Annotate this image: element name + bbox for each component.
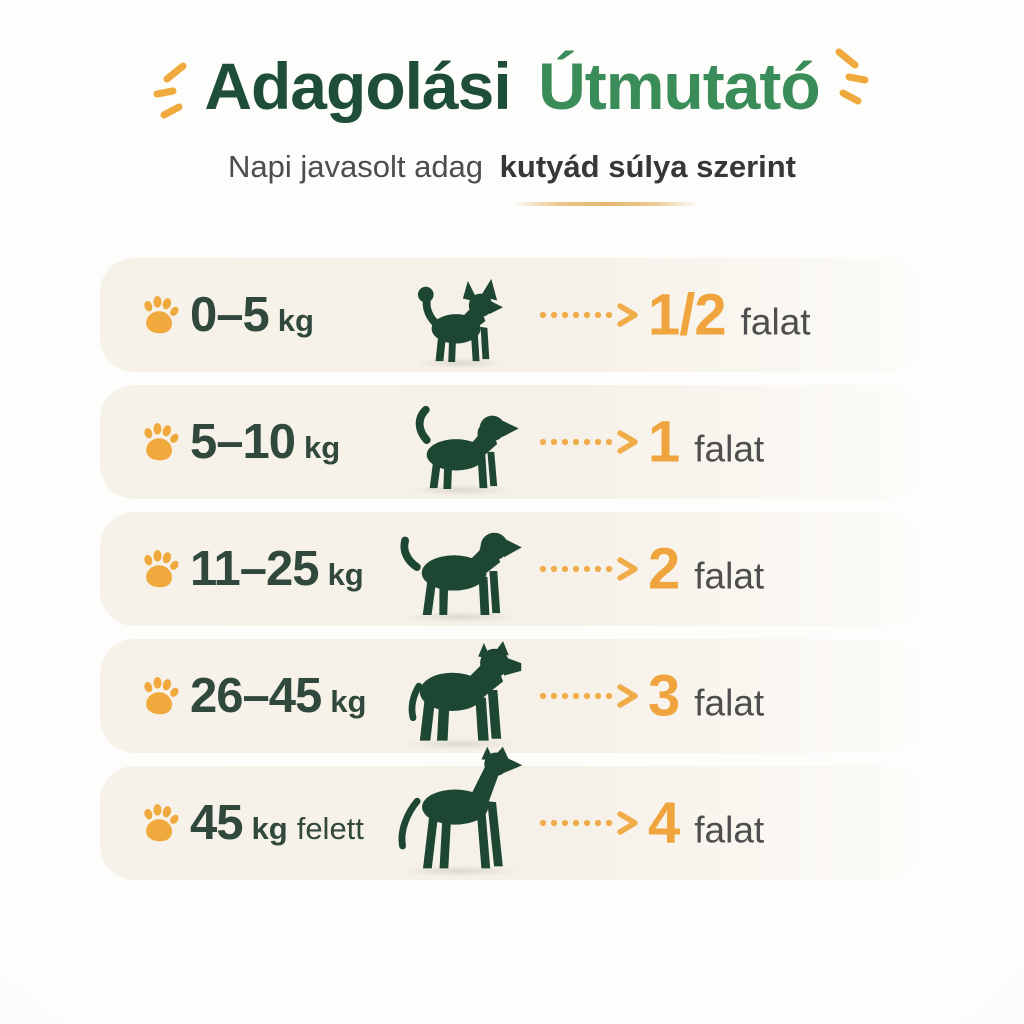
paw-icon [144,677,179,715]
weight-label: 45 kg felett [190,795,364,851]
paw-icon [144,550,179,588]
weight-label: 11–25 kg [190,541,364,597]
dotted-arrow-icon [539,557,638,581]
dosage-table: 0–5 kg [100,258,924,880]
weight-unit: kg [251,811,288,846]
weight-range: 45 [190,796,244,850]
dose-label: 2 falat [648,536,764,603]
dose-value: 1/2 [648,282,727,348]
beagle-silhouette-icon [397,399,523,491]
weight-range: 0–5 [190,288,270,342]
dose-unit: falat [740,301,811,343]
subtitle: Napi javasolt adag kutyád súlya szerint [0,149,1024,185]
weight-unit: kg [330,684,367,719]
dosage-row-5-10kg: 5–10 kg [100,385,924,499]
gold-divider [511,202,699,206]
weight-range: 26–45 [190,669,322,723]
weight-label: 5–10 kg [190,414,340,470]
weight-unit: kg [304,430,341,465]
dotted-arrow-icon [539,303,638,327]
dosage-row-0-5kg: 0–5 kg [100,258,924,372]
dose-unit: falat [694,555,765,597]
paw-icon [144,804,179,842]
dotted-arrow-icon [539,684,638,708]
dose-unit: falat [694,809,765,851]
paw-icon [144,296,179,334]
great-dane-silhouette-icon [387,746,533,872]
dose-label: 4 falat [648,790,764,857]
subtitle-bold: kutyád súlya szerint [499,149,797,185]
weight-unit: kg [327,557,364,592]
dose-value: 1 [648,409,680,475]
dosage-row-11-25kg: 11–25 kg [100,512,924,626]
dosage-row-45kg-plus: 45 kg felett [100,746,924,880]
rottweiler-silhouette-icon [393,633,527,745]
dose-unit: falat [694,428,765,470]
labrador-silhouette-icon [392,518,528,618]
dotted-arrow-icon [539,430,638,454]
page-title: Adagolási Útmutató [153,48,869,123]
weight-unit: kg [277,303,314,338]
dose-unit: falat [694,682,765,724]
sparkle-icon [153,62,187,119]
subtitle-regular: Napi javasolt adag [227,149,484,185]
chihuahua-silhouette-icon [405,276,515,364]
title-part1: Adagolási [204,49,511,123]
paw-icon [144,423,179,461]
weight-label: 26–45 kg [190,668,366,724]
dose-label: 1 falat [648,409,764,476]
weight-range: 5–10 [190,415,296,469]
title-part2: Útmutató [538,49,821,123]
header: Adagolási Útmutató Napi javasolt adag ku… [0,0,1024,185]
dosage-row-26-45kg: 26–45 kg [100,639,924,753]
dose-value: 2 [648,536,680,602]
dose-value: 4 [648,790,680,856]
dotted-arrow-icon [539,811,638,835]
sparkle-icon [835,48,869,105]
weight-suffix: felett [296,811,364,846]
dose-label: 3 falat [648,663,764,730]
dose-label: 1/2 falat [648,282,811,349]
weight-range: 11–25 [190,542,320,596]
weight-label: 0–5 kg [190,287,314,343]
dose-value: 3 [648,663,680,729]
